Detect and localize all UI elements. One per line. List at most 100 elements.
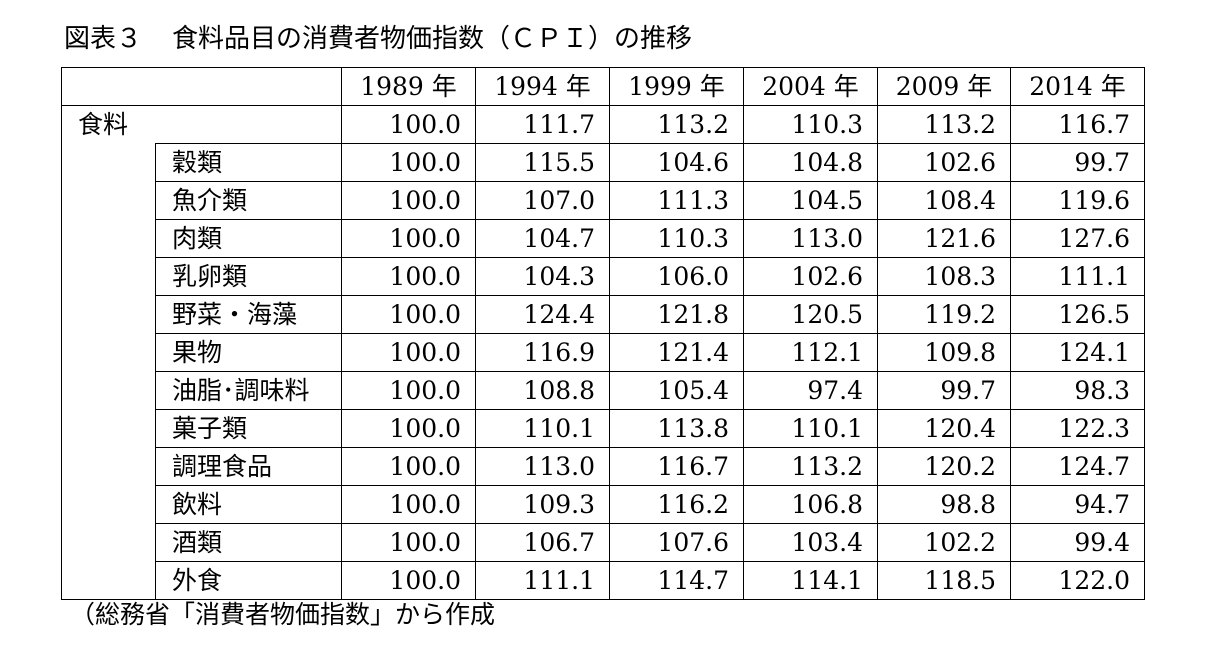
table-cell-value: 109.8: [877, 333, 1011, 372]
table-cell-value: 116.7: [1010, 105, 1145, 144]
table-cell-value: 100.0: [341, 561, 476, 600]
category-group-cell: [62, 258, 156, 296]
table-cell-value: 104.3: [475, 257, 610, 296]
table-cell-value: 127.6: [1010, 219, 1145, 258]
subcategory-label: 魚介類: [155, 181, 342, 220]
table-row: 野菜・海藻 100.0 124.4 121.8 120.5 119.2 126.5: [62, 295, 1145, 334]
table-cell-value: 120.5: [743, 295, 878, 334]
table-cell-value: 104.8: [743, 143, 878, 182]
subcategory-label: 酒類: [155, 523, 342, 562]
table-cell-value: 100.0: [341, 105, 476, 144]
table-cell-value: 126.5: [1010, 295, 1145, 334]
category-group-cell: [62, 182, 156, 220]
table-cell-value: 113.2: [609, 105, 744, 144]
table-cell-value: 110.3: [609, 219, 744, 258]
table-cell-value: 94.7: [1010, 485, 1145, 524]
table-cell-value: 100.0: [341, 143, 476, 182]
subcategory-label: 外食: [155, 561, 342, 600]
table-cell-value: 111.1: [475, 561, 610, 600]
table-cell-value: 120.2: [877, 447, 1011, 486]
table-cell-value: 124.7: [1010, 447, 1145, 486]
table-cell-value: 100.0: [341, 371, 476, 410]
table-row: 菓子類 100.0 110.1 113.8 110.1 120.4 122.3: [62, 409, 1145, 448]
table-cell-value: 110.1: [475, 409, 610, 448]
header-row: 1989 年 1994 年 1999 年 2004 年 2009 年 2014 …: [61, 67, 1145, 106]
table-row: 油脂･調味料 100.0 108.8 105.4 97.4 99.7 98.3: [62, 371, 1145, 410]
subcategory-label: 油脂･調味料: [155, 371, 342, 410]
table-cell-value: 122.0: [1010, 561, 1145, 600]
table-cell-value: 113.2: [743, 447, 878, 486]
table-cell-value: 116.9: [475, 333, 610, 372]
category-group-cell: [62, 144, 156, 182]
table-body: 食料 100.0 111.7 113.2 110.3 113.2 116.7 穀…: [62, 105, 1145, 600]
category-group-cell: [62, 524, 156, 562]
table-cell-value: 116.2: [609, 485, 744, 524]
table-cell-value: 100.0: [341, 333, 476, 372]
figure-number: 図表３: [64, 24, 143, 54]
table-cell-value: 100.0: [341, 295, 476, 334]
table-cell-value: 106.7: [475, 523, 610, 562]
table-cell-value: 116.7: [609, 447, 744, 486]
table-cell-value: 110.3: [743, 105, 878, 144]
subcategory-label: 飲料: [155, 485, 342, 524]
subcategory-label: 果物: [155, 333, 342, 372]
table-cell-value: 100.0: [341, 523, 476, 562]
category-group-cell: [62, 372, 156, 410]
year-header: 1999 年: [609, 67, 744, 106]
table-cell-value: 122.3: [1010, 409, 1145, 448]
table-cell-value: 121.6: [877, 219, 1011, 258]
table-row: 果物 100.0 116.9 121.4 112.1 109.8 124.1: [62, 333, 1145, 372]
table-cell-value: 98.8: [877, 485, 1011, 524]
subcategory-label: 菓子類: [155, 409, 342, 448]
table-row: 肉類 100.0 104.7 110.3 113.0 121.6 127.6: [62, 219, 1145, 258]
table-row: 外食 100.0 111.1 114.7 114.1 118.5 122.0: [62, 561, 1145, 600]
table-cell-value: 108.3: [877, 257, 1011, 296]
subcategory-label: 野菜・海藻: [155, 295, 342, 334]
table-cell-value: 100.0: [341, 181, 476, 220]
table-row-food-total: 食料 100.0 111.7 113.2 110.3 113.2 116.7: [62, 105, 1145, 144]
table-cell-value: 115.5: [475, 143, 610, 182]
table-cell-value: 107.6: [609, 523, 744, 562]
year-header: 2014 年: [1010, 67, 1145, 106]
table-cell-value: 107.0: [475, 181, 610, 220]
figure-title: 図表３ 食料品目の消費者物価指数（ＣＰＩ）の推移: [64, 22, 692, 56]
table-cell-value: 124.1: [1010, 333, 1145, 372]
table-cell-value: 98.3: [1010, 371, 1145, 410]
table-cell-value: 121.4: [609, 333, 744, 372]
table-cell-value: 99.7: [1010, 143, 1145, 182]
year-header: 2004 年: [743, 67, 878, 106]
table-cell-value: 113.2: [877, 105, 1011, 144]
table-cell-value: 110.1: [743, 409, 878, 448]
table-cell-value: 113.0: [743, 219, 878, 258]
table-row: 調理食品 100.0 113.0 116.7 113.2 120.2 124.7: [62, 447, 1145, 486]
category-group-cell: [62, 410, 156, 448]
subcategory-label: 乳卵類: [155, 257, 342, 296]
table-cell-value: 100.0: [341, 409, 476, 448]
table-cell-value: 104.5: [743, 181, 878, 220]
category-group-cell: [62, 486, 156, 524]
category-group-cell: [62, 448, 156, 486]
table-cell-value: 99.7: [877, 371, 1011, 410]
source-note: （総務省「消費者物価指数」から作成: [70, 600, 496, 629]
table-cell-value: 118.5: [877, 561, 1011, 600]
table-cell-value: 102.2: [877, 523, 1011, 562]
year-header: 2009 年: [877, 67, 1011, 106]
cpi-table: 1989 年 1994 年 1999 年 2004 年 2009 年 2014 …: [61, 67, 1145, 600]
year-header: 1989 年: [341, 67, 476, 106]
category-label: 食料: [78, 110, 129, 140]
table-cell-value: 111.7: [475, 105, 610, 144]
table-row: 飲料 100.0 109.3 116.2 106.8 98.8 94.7: [62, 485, 1145, 524]
table-cell-value: 113.8: [609, 409, 744, 448]
table-cell-value: 105.4: [609, 371, 744, 410]
table-cell-value: 100.0: [341, 219, 476, 258]
table-cell-value: 100.0: [341, 257, 476, 296]
table-row: 酒類 100.0 106.7 107.6 103.4 102.2 99.4: [62, 523, 1145, 562]
category-group-cell: [62, 334, 156, 372]
table-cell-value: 109.3: [475, 485, 610, 524]
category-group-cell: [62, 296, 156, 334]
table-cell-value: 124.4: [475, 295, 610, 334]
table-cell-value: 102.6: [743, 257, 878, 296]
table-cell-value: 103.4: [743, 523, 878, 562]
table-row: 穀類 100.0 115.5 104.6 104.8 102.6 99.7: [62, 143, 1145, 182]
table-cell-value: 100.0: [341, 485, 476, 524]
